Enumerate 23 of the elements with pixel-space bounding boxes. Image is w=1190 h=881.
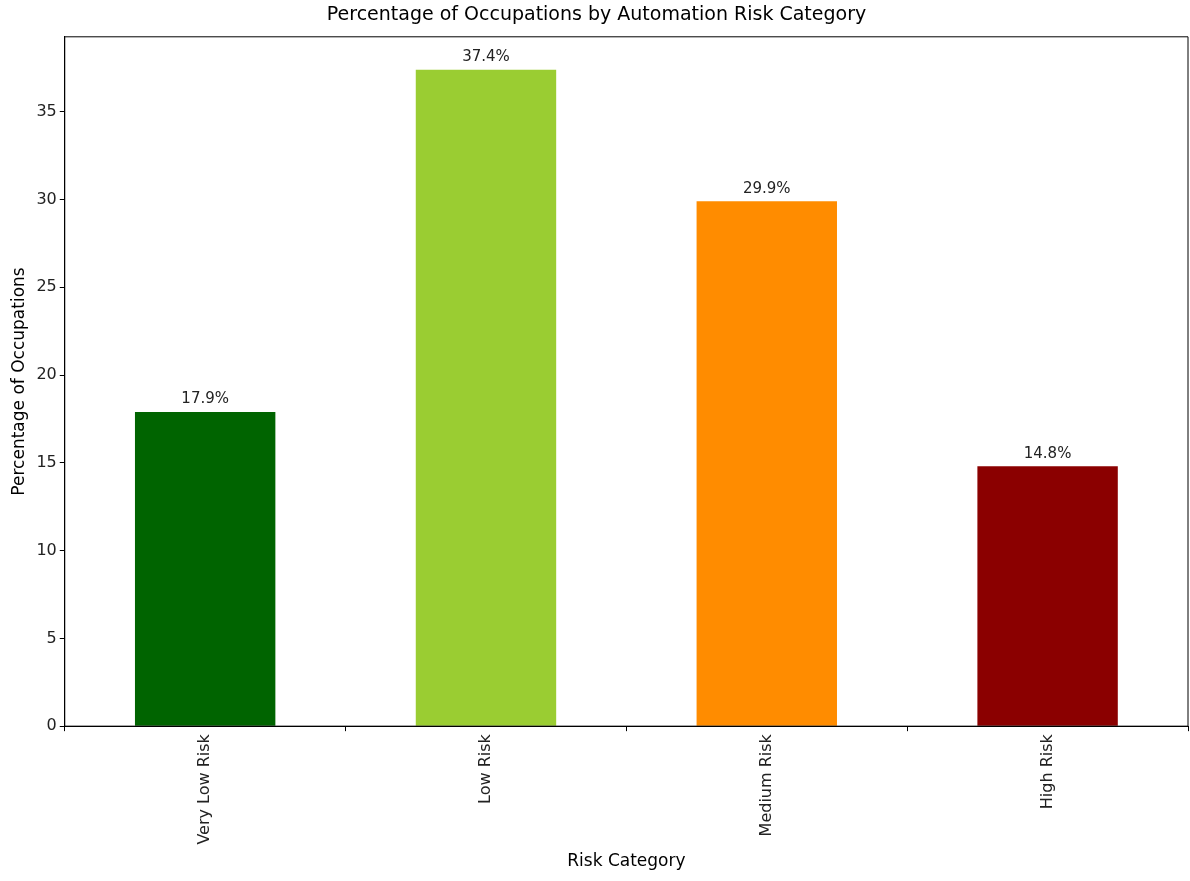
data-label: 14.8% [1023,443,1072,462]
data-label: 37.4% [462,47,510,66]
bar [977,466,1118,726]
data-label: 17.9% [181,389,229,408]
bar [415,69,557,726]
y-tick-label: 15 [36,452,57,471]
y-tick-label: 0 [46,715,57,735]
y-tick-label: 30 [36,188,57,208]
chart-title: Percentage of Occupations by Automation Risk Category [326,2,867,25]
x-tick-label: Low Risk [475,733,495,804]
x-tick-label: High Risk [1036,733,1056,810]
y-tick-label: 5 [46,627,57,647]
x-axis-title: Risk Category [567,850,686,871]
x-tick-label: Medium Risk [755,733,775,837]
bar [696,201,837,726]
y-tick-label: 35 [36,100,57,120]
y-tick-label: 20 [36,364,57,384]
x-tick-label: Very Low Risk [194,733,214,845]
y-tick-label: 25 [36,276,57,296]
data-label: 29.9% [742,178,791,197]
bar [134,411,276,726]
y-axis-title: Percentage of Occupations [7,267,28,496]
y-tick-label: 10 [36,539,57,559]
